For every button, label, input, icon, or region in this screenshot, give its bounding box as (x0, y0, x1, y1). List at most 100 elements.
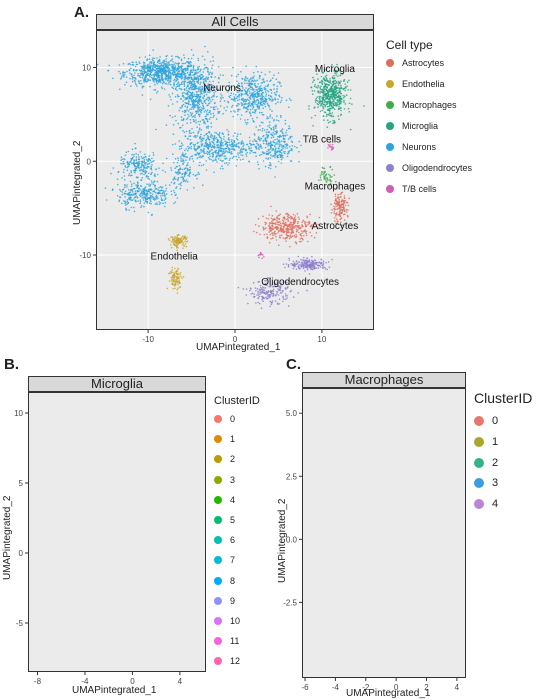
data-point (289, 245, 291, 248)
data-point (192, 78, 194, 81)
data-point (294, 145, 296, 148)
data-point (187, 85, 189, 88)
data-point (141, 70, 144, 73)
data-point (176, 270, 179, 272)
data-point (168, 280, 171, 282)
data-point (250, 78, 252, 80)
data-point (179, 187, 182, 190)
data-point (333, 95, 336, 98)
data-point (212, 80, 214, 83)
data-point (192, 118, 195, 121)
data-point (223, 107, 225, 109)
data-point (329, 166, 331, 169)
data-point (189, 108, 191, 110)
data-point (339, 107, 341, 110)
data-point (145, 80, 147, 83)
data-point (150, 180, 153, 182)
data-point (286, 134, 288, 136)
data-point (191, 95, 193, 97)
data-point (253, 75, 255, 77)
data-point (133, 187, 136, 190)
data-point (183, 72, 186, 75)
data-point (258, 295, 261, 298)
data-point (119, 196, 121, 198)
data-point (331, 258, 333, 261)
data-point (249, 86, 252, 88)
data-point (337, 82, 340, 84)
data-point (152, 183, 155, 186)
data-point (142, 85, 145, 88)
data-point (238, 103, 240, 105)
data-point (174, 95, 177, 98)
data-point (262, 228, 265, 231)
data-point (318, 261, 321, 263)
data-point (325, 86, 327, 88)
data-point (149, 192, 152, 194)
data-point (257, 217, 260, 220)
data-point (206, 135, 209, 137)
data-point (244, 119, 246, 121)
data-point (124, 154, 127, 157)
data-point (195, 149, 197, 152)
data-point (326, 86, 329, 88)
data-point (238, 146, 240, 149)
data-point (211, 98, 214, 101)
data-point (184, 153, 187, 155)
data-point (204, 85, 207, 87)
data-point (278, 141, 281, 144)
data-point (162, 67, 164, 70)
data-point (243, 103, 245, 106)
data-point (262, 152, 265, 155)
data-point (219, 144, 221, 147)
data-point (273, 128, 275, 130)
data-point (189, 104, 192, 106)
data-point (177, 242, 180, 244)
data-point (147, 197, 149, 199)
data-point (300, 235, 303, 237)
data-point (136, 69, 138, 71)
data-point (290, 229, 293, 231)
data-point (208, 146, 210, 149)
data-point (248, 82, 250, 84)
data-point (176, 239, 179, 241)
data-point (174, 67, 176, 69)
data-point (268, 71, 271, 73)
data-point (244, 100, 246, 103)
data-point (119, 72, 122, 75)
data-point (174, 73, 176, 76)
data-point (338, 204, 340, 206)
data-point (276, 119, 278, 121)
data-point (149, 196, 152, 199)
data-point (123, 184, 126, 186)
data-point (278, 298, 281, 301)
data-point (151, 164, 153, 166)
data-point (201, 76, 203, 78)
data-point (251, 111, 254, 114)
data-point (276, 130, 278, 132)
data-point (142, 188, 144, 190)
data-point (195, 136, 197, 139)
data-point (199, 86, 202, 88)
data-point (147, 160, 150, 162)
data-point (197, 77, 200, 80)
data-point (171, 65, 174, 68)
data-point (128, 198, 130, 200)
data-point (191, 158, 194, 160)
data-point (278, 145, 281, 147)
data-point (333, 217, 336, 219)
data-point (256, 288, 259, 290)
data-point (270, 95, 272, 98)
data-point (228, 162, 230, 164)
data-point (241, 78, 244, 80)
data-point (194, 95, 197, 98)
data-point (171, 269, 174, 271)
data-point (164, 171, 167, 173)
data-point (137, 200, 139, 202)
data-point (204, 122, 206, 125)
data-point (219, 167, 222, 170)
data-point (269, 163, 272, 166)
data-point (198, 115, 201, 118)
data-point (323, 119, 325, 121)
data-point (271, 300, 274, 302)
data-point (204, 78, 207, 80)
